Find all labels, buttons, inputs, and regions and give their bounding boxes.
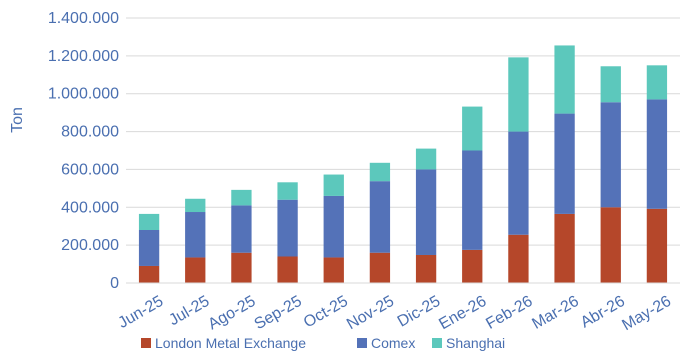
bar-segment [646,65,668,100]
y-axis-title: Ton [9,107,26,133]
bar-segment [600,102,621,208]
bar-segment [231,205,252,253]
x-tick-label: Ene-26 [436,293,489,334]
bar-segment [554,45,575,114]
bar-segment [138,230,160,266]
bars [138,45,668,283]
x-tick-label: Abr-26 [578,293,628,332]
bar-segment [646,99,668,209]
x-tick-label: Ago-25 [205,293,258,334]
y-tick-label: 1.000.000 [48,86,119,103]
bar-segment [554,113,575,214]
bar-segment [415,148,437,170]
legend-swatch [357,338,367,348]
bar-segment [185,212,206,258]
legend: London Metal Exchange Comex Shanghai [141,335,505,351]
y-tick-label: 800.000 [61,124,119,141]
x-tick-label: Dic-25 [395,293,444,331]
bar-segment [323,195,344,258]
bar-segment [369,252,391,283]
x-tick-label: Mar-26 [529,293,581,333]
bar-segment [508,131,529,235]
bar-segment [554,213,575,283]
legend-swatch [141,338,151,348]
bar-segment [462,106,483,151]
bar-segment [508,57,529,132]
bar-segment [462,249,483,283]
x-tick-label: Jun-25 [115,293,166,332]
bar-segment [369,162,391,182]
y-tick-label: 0 [110,275,119,292]
bar-segment [138,265,160,283]
y-tick-label: 600.000 [61,161,119,178]
bar-segment [277,199,298,257]
bar-segment [600,207,621,283]
bar-segment [231,252,252,283]
bar-segment [138,213,160,230]
legend-label: London Metal Exchange [155,335,306,351]
x-tick-label: May-26 [619,293,674,334]
y-tick-label: 1.200.000 [48,48,119,65]
y-axis-ticks: 0 200.000 400.000 600.000 800.000 1.000.000 1.… [48,10,119,292]
x-tick-label: Nov-25 [344,293,397,334]
y-tick-label: 200.000 [61,237,119,254]
bar-segment [508,234,529,283]
bar-segment [185,257,206,283]
x-axis-ticks: Jun-25 Jul-25Ago-25Sep-25Oct-25Nov-25Dic-… [115,293,674,334]
y-tick-label: 400.000 [61,199,119,216]
bar-segment [646,208,668,283]
bar-segment [323,257,344,283]
x-tick-label: Feb-26 [483,293,535,333]
x-tick-label: Oct-25 [301,293,351,332]
y-tick-label: 1.400.000 [48,10,119,27]
bar-segment [462,150,483,250]
bar-segment [277,256,298,283]
legend-label: Comex [371,335,415,351]
bar-segment [369,181,391,253]
bar-segment [185,198,206,213]
legend-label: Shanghai [446,335,505,351]
legend-swatch [432,338,442,348]
bar-segment [415,254,437,283]
bar-segment [277,182,298,200]
x-tick-label: Jul-25 [166,293,212,330]
gridlines [126,17,680,246]
bar-segment [323,174,344,196]
bar-segment [231,189,252,206]
bar-segment [415,169,437,255]
bar-segment [600,66,621,103]
x-tick-label: Sep-25 [252,293,305,334]
